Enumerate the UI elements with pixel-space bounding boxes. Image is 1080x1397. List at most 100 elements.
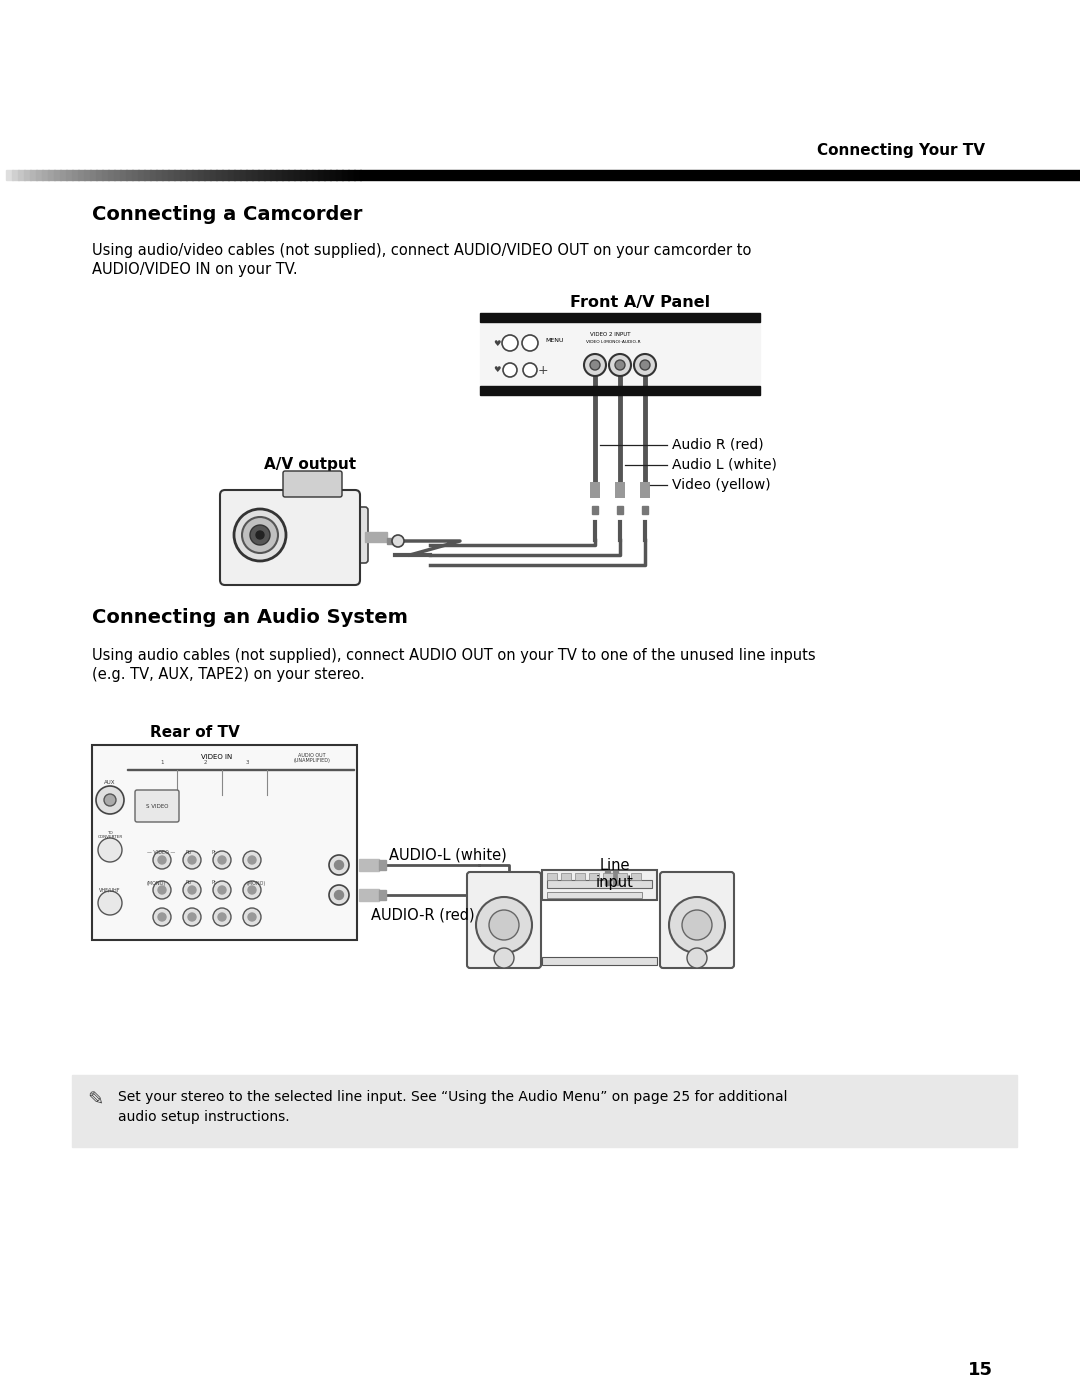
Bar: [575, 873, 585, 880]
Bar: [222, 170, 229, 180]
Text: Connecting Your TV: Connecting Your TV: [816, 142, 985, 158]
Text: ✎: ✎: [86, 1091, 104, 1109]
Text: A/V output: A/V output: [264, 457, 356, 472]
FancyBboxPatch shape: [135, 789, 179, 821]
Circle shape: [218, 886, 226, 894]
Circle shape: [640, 360, 650, 370]
Bar: [96, 170, 103, 180]
Text: Front A/V Panel: Front A/V Panel: [570, 295, 710, 310]
Circle shape: [681, 909, 712, 940]
Circle shape: [183, 908, 201, 926]
Bar: [132, 170, 139, 180]
Bar: [186, 170, 193, 180]
Circle shape: [104, 793, 116, 806]
Bar: [330, 170, 337, 180]
Bar: [336, 170, 343, 180]
Bar: [359, 888, 379, 901]
Circle shape: [96, 787, 124, 814]
Bar: [210, 170, 217, 180]
Circle shape: [188, 886, 195, 894]
Text: Using audio cables (not supplied), connect AUDIO OUT on your TV to one of the un: Using audio cables (not supplied), conne…: [92, 648, 815, 664]
Bar: [613, 870, 618, 886]
FancyBboxPatch shape: [467, 872, 541, 968]
Bar: [617, 873, 627, 880]
Bar: [306, 170, 313, 180]
Circle shape: [242, 517, 278, 553]
Bar: [276, 170, 283, 180]
Circle shape: [218, 914, 226, 921]
Text: Audio R (red): Audio R (red): [672, 439, 764, 453]
Bar: [72, 170, 79, 180]
Circle shape: [609, 353, 631, 376]
Bar: [546, 880, 652, 888]
Bar: [640, 482, 650, 497]
Circle shape: [523, 363, 537, 377]
Circle shape: [183, 851, 201, 869]
Bar: [90, 170, 97, 180]
Circle shape: [335, 861, 343, 869]
Bar: [480, 313, 760, 321]
Circle shape: [188, 914, 195, 921]
Bar: [480, 321, 760, 394]
Circle shape: [584, 353, 606, 376]
Circle shape: [98, 838, 122, 862]
Circle shape: [502, 335, 518, 351]
Bar: [615, 482, 625, 497]
Circle shape: [98, 891, 122, 915]
Text: (MONO): (MONO): [147, 880, 166, 886]
Bar: [365, 532, 387, 542]
Text: VHF/UHF: VHF/UHF: [99, 887, 121, 893]
Text: 3: 3: [245, 760, 248, 764]
Ellipse shape: [392, 535, 404, 548]
Bar: [228, 170, 235, 180]
Bar: [379, 861, 386, 870]
Text: Set your stereo to the selected line input. See “Using the Audio Menu” on page 2: Set your stereo to the selected line inp…: [118, 1090, 787, 1123]
Bar: [240, 170, 247, 180]
Bar: [300, 170, 307, 180]
Circle shape: [158, 886, 166, 894]
Bar: [288, 170, 295, 180]
Bar: [30, 170, 37, 180]
Text: AUDIO-L (white): AUDIO-L (white): [389, 848, 507, 862]
Text: VIDEO 2 INPUT: VIDEO 2 INPUT: [590, 331, 631, 337]
Bar: [36, 170, 43, 180]
Circle shape: [489, 909, 519, 940]
Bar: [192, 170, 199, 180]
Text: TO
CONVERTER: TO CONVERTER: [97, 831, 123, 840]
Bar: [72, 1076, 1017, 1147]
Bar: [546, 873, 557, 880]
Circle shape: [687, 949, 707, 968]
Circle shape: [218, 856, 226, 863]
Text: Video (yellow): Video (yellow): [672, 478, 771, 492]
Circle shape: [476, 897, 532, 953]
Text: Line
input: Line input: [596, 858, 634, 890]
Text: MENU: MENU: [545, 338, 564, 342]
Circle shape: [335, 890, 343, 900]
Bar: [354, 170, 361, 180]
Text: AUX: AUX: [105, 781, 116, 785]
Bar: [387, 538, 395, 543]
Text: (MONO): (MONO): [247, 880, 267, 886]
Bar: [126, 170, 133, 180]
Bar: [246, 170, 253, 180]
Bar: [480, 386, 760, 395]
Bar: [108, 170, 114, 180]
Circle shape: [213, 882, 231, 900]
Text: Audio L (white): Audio L (white): [672, 458, 777, 472]
Circle shape: [256, 531, 264, 539]
Bar: [542, 957, 657, 965]
Text: Rear of TV: Rear of TV: [150, 725, 240, 740]
Bar: [631, 873, 642, 880]
FancyBboxPatch shape: [92, 745, 357, 940]
Bar: [162, 170, 168, 180]
Text: ♥: ♥: [494, 366, 501, 374]
Bar: [642, 506, 648, 514]
Bar: [270, 170, 276, 180]
Bar: [258, 170, 265, 180]
Bar: [204, 170, 211, 180]
Circle shape: [213, 851, 231, 869]
Bar: [12, 170, 19, 180]
Circle shape: [329, 886, 349, 905]
Circle shape: [634, 353, 656, 376]
Text: ♥: ♥: [494, 338, 501, 348]
